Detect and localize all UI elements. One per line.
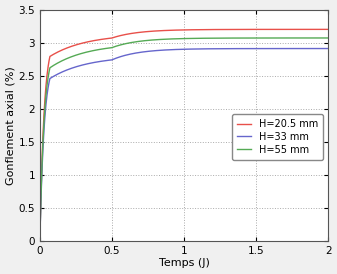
Line: H=20.5 mm: H=20.5 mm bbox=[40, 29, 328, 241]
Line: H=55 mm: H=55 mm bbox=[40, 38, 328, 241]
H=20.5 mm bbox=[39, 178, 43, 181]
H=20.5 mm bbox=[38, 239, 42, 242]
H=20.5 mm bbox=[88, 40, 92, 43]
H=20.5 mm bbox=[112, 36, 116, 39]
H=33 mm bbox=[157, 49, 161, 52]
Y-axis label: Gonflement axial (%): Gonflement axial (%) bbox=[5, 66, 16, 185]
H=55 mm bbox=[326, 36, 330, 40]
Line: H=33 mm: H=33 mm bbox=[40, 48, 328, 241]
H=20.5 mm bbox=[78, 42, 82, 45]
H=33 mm bbox=[78, 64, 82, 67]
H=33 mm bbox=[88, 62, 92, 65]
H=33 mm bbox=[39, 185, 43, 189]
H=55 mm bbox=[78, 52, 82, 56]
H=33 mm bbox=[72, 66, 76, 69]
H=55 mm bbox=[38, 239, 42, 242]
Legend: H=20.5 mm, H=33 mm, H=55 mm: H=20.5 mm, H=33 mm, H=55 mm bbox=[232, 114, 323, 160]
H=55 mm bbox=[39, 182, 43, 185]
X-axis label: Temps (J): Temps (J) bbox=[158, 258, 209, 269]
H=55 mm bbox=[157, 38, 161, 41]
H=20.5 mm bbox=[157, 29, 161, 32]
H=55 mm bbox=[72, 54, 76, 58]
H=55 mm bbox=[112, 45, 116, 48]
H=20.5 mm bbox=[72, 44, 76, 47]
H=20.5 mm bbox=[326, 28, 330, 31]
H=33 mm bbox=[112, 57, 116, 61]
H=33 mm bbox=[38, 239, 42, 242]
H=55 mm bbox=[88, 50, 92, 53]
H=33 mm bbox=[326, 47, 330, 50]
